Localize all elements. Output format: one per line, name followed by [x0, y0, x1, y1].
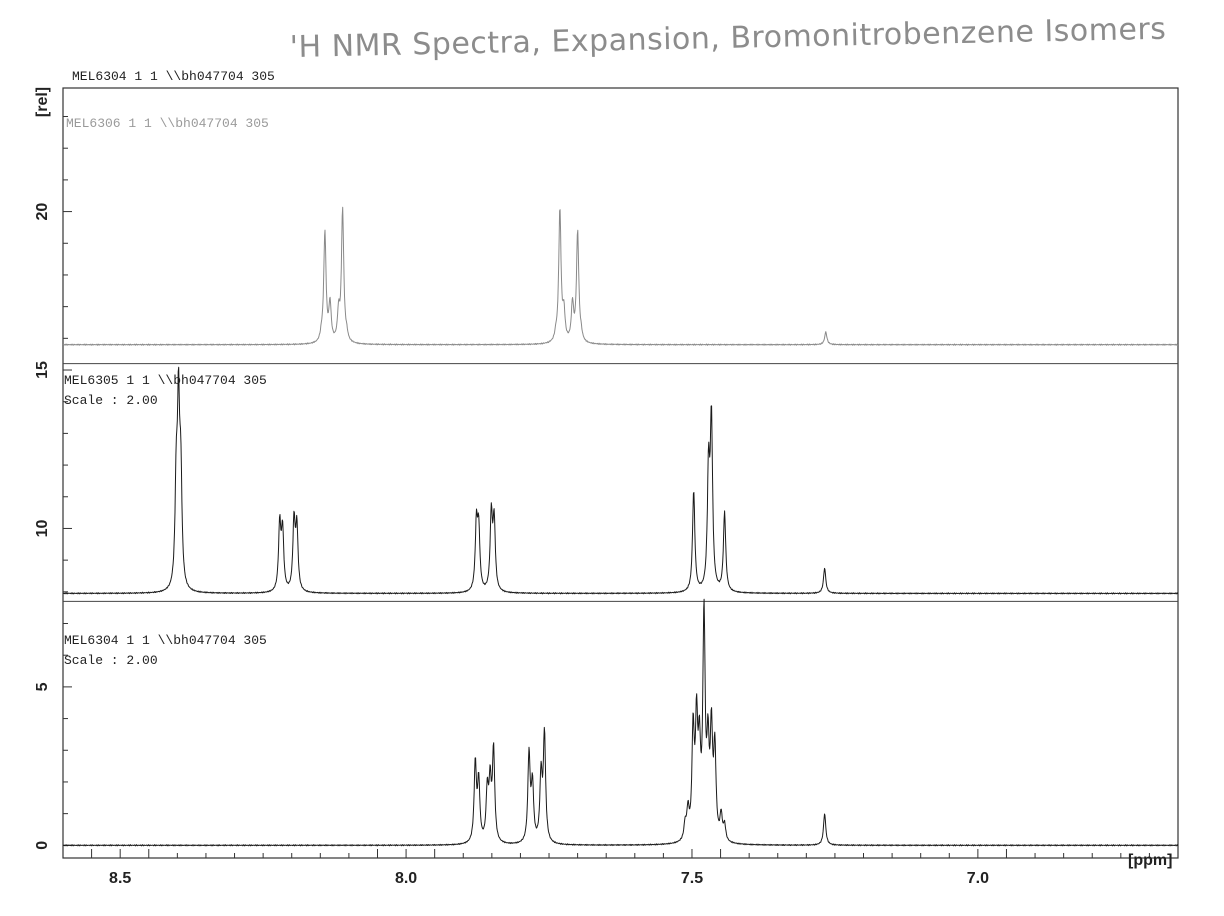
x-tick-label: 8.5	[109, 870, 131, 887]
x-tick-label: 8.0	[395, 870, 417, 887]
x-tick-label: 7.0	[967, 870, 989, 887]
spectrum-trace-top	[62, 206, 1179, 346]
spectrum-trace-mid	[62, 366, 1179, 595]
y-tick-label: 15	[34, 361, 51, 379]
y-axis: 0 5 10 15 20	[34, 116, 72, 850]
x-axis-label: [ppm]	[1128, 852, 1172, 869]
x-axis: 8.5 8.0 7.5 7.0	[62, 849, 1179, 887]
spectra-layer: MEL6306 1 1 \\bh047704 305 MEL6305 1 1 \\…	[62, 116, 1179, 847]
y-tick-label: 5	[34, 682, 51, 691]
series-scale-mid: Scale : 2.00	[64, 393, 158, 408]
series-scale-bottom: Scale : 2.00	[64, 653, 158, 668]
plot-frame	[62, 87, 1179, 859]
y-axis-label: [rel]	[34, 87, 51, 117]
series-label-top: MEL6306 1 1 \\bh047704 305	[66, 116, 269, 131]
y-tick-label: 0	[34, 841, 51, 850]
header-label: MEL6304 1 1 \\bh047704 305	[72, 69, 275, 84]
y-tick-label: 20	[34, 203, 51, 221]
series-label-mid: MEL6305 1 1 \\bh047704 305	[64, 373, 267, 388]
spectrum-trace-bottom	[62, 598, 1179, 847]
x-tick-label: 7.5	[681, 870, 703, 887]
series-label-bottom: MEL6304 1 1 \\bh047704 305	[64, 633, 267, 648]
y-tick-label: 10	[34, 519, 51, 537]
